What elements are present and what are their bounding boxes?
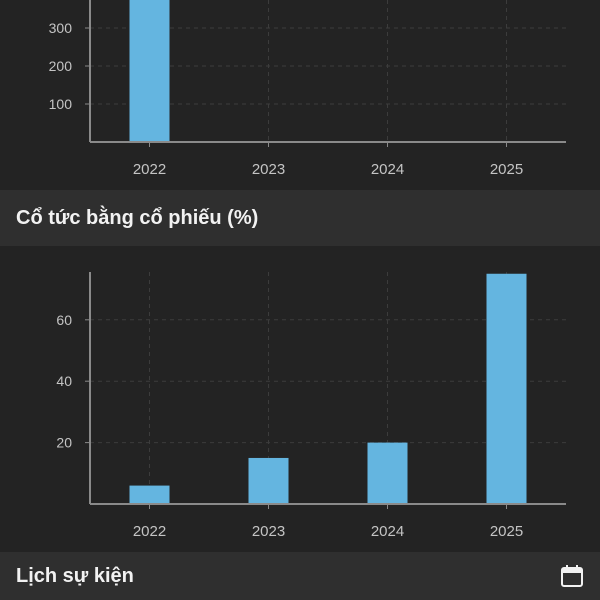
y-tick-label: 100 — [49, 96, 73, 112]
x-tick-label: 2025 — [490, 161, 523, 178]
stock-dividend-bar-chart: 20 40 60 2022 2023 2024 2025 — [56, 272, 566, 540]
x-tick-label: 2023 — [252, 523, 285, 540]
x-tick-label: 2022 — [133, 523, 166, 540]
x-tick-label: 2025 — [490, 523, 523, 540]
bar-2023 — [248, 457, 289, 504]
stock-dividend-title: Cổ tức bằng cổ phiếu (%) — [16, 206, 259, 229]
stock-dividend-chart-panel: 20 40 60 2022 2023 2024 2025 — [0, 246, 600, 552]
bar-2022 — [129, 485, 170, 504]
chart-top-panel: 100 200 300 2022 2023 2024 2025 — [0, 0, 600, 190]
events-title: Lịch sự kiện — [16, 564, 134, 587]
y-tick-label: 20 — [56, 435, 72, 451]
x-tick-label: 2024 — [371, 161, 404, 178]
stock-dividend-header: Cổ tức bằng cổ phiếu (%) — [0, 190, 600, 246]
bar-2024 — [367, 442, 408, 504]
events-header: Lịch sự kiện — [0, 552, 600, 600]
top-bar-chart: 100 200 300 2022 2023 2024 2025 — [49, 0, 566, 178]
y-tick-label: 40 — [56, 373, 72, 389]
x-tick-label: 2024 — [371, 523, 404, 540]
y-tick-label: 300 — [49, 20, 73, 36]
x-tick-label: 2023 — [252, 161, 285, 178]
calendar-icon[interactable] — [560, 564, 584, 588]
y-tick-label: 200 — [49, 58, 73, 74]
x-tick-label: 2022 — [133, 161, 166, 178]
y-tick-label: 60 — [56, 312, 72, 328]
bar-2025 — [486, 273, 527, 504]
bar-2022 — [129, 0, 170, 142]
